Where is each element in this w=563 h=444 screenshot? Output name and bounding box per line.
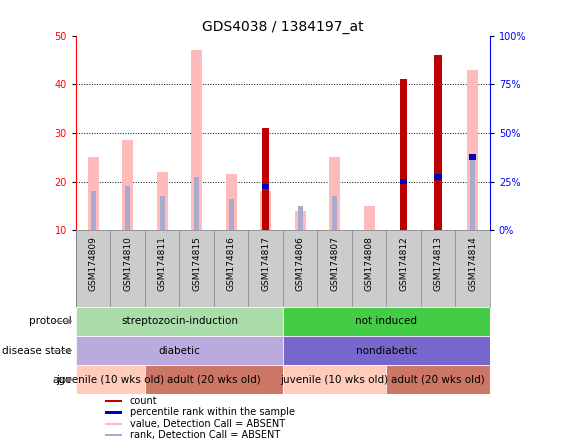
Bar: [160, 196, 164, 230]
Text: GSM174810: GSM174810: [123, 236, 132, 291]
Bar: [364, 206, 374, 230]
Bar: [91, 191, 96, 230]
Bar: [105, 423, 122, 425]
Text: GSM174811: GSM174811: [158, 236, 167, 291]
Bar: [434, 174, 442, 180]
Text: GSM174815: GSM174815: [192, 236, 201, 291]
Bar: [191, 50, 202, 230]
Bar: [105, 434, 122, 436]
Text: percentile rank within the sample: percentile rank within the sample: [130, 408, 295, 417]
Bar: [400, 79, 408, 230]
Bar: [76, 365, 145, 394]
Text: age: age: [52, 375, 72, 385]
Bar: [329, 157, 340, 230]
Bar: [157, 172, 168, 230]
Bar: [76, 336, 283, 365]
Text: juvenile (10 wks old): juvenile (10 wks old): [280, 375, 388, 385]
Title: GDS4038 / 1384197_at: GDS4038 / 1384197_at: [202, 20, 364, 35]
Bar: [469, 155, 476, 160]
Text: streptozocin-induction: streptozocin-induction: [121, 316, 238, 326]
Bar: [122, 140, 133, 230]
Bar: [283, 336, 490, 365]
Text: disease state: disease state: [2, 345, 72, 356]
Bar: [260, 191, 271, 230]
Text: GSM174808: GSM174808: [365, 236, 374, 291]
Bar: [145, 365, 283, 394]
Bar: [76, 307, 283, 336]
Text: adult (20 wks old): adult (20 wks old): [391, 375, 485, 385]
Bar: [88, 157, 99, 230]
Bar: [298, 206, 302, 230]
Text: GSM174806: GSM174806: [296, 236, 305, 291]
Bar: [105, 400, 122, 402]
Text: GSM174807: GSM174807: [330, 236, 339, 291]
Bar: [400, 178, 408, 184]
Text: value, Detection Call = ABSENT: value, Detection Call = ABSENT: [130, 419, 285, 429]
Bar: [294, 211, 306, 230]
Bar: [467, 70, 478, 230]
Text: rank, Detection Call = ABSENT: rank, Detection Call = ABSENT: [130, 430, 280, 440]
Bar: [283, 307, 490, 336]
Text: nondiabetic: nondiabetic: [356, 345, 417, 356]
Bar: [332, 196, 337, 230]
Text: diabetic: diabetic: [159, 345, 200, 356]
Text: GSM174813: GSM174813: [434, 236, 443, 291]
Bar: [283, 365, 386, 394]
Bar: [470, 157, 475, 230]
Bar: [262, 128, 270, 230]
Bar: [194, 177, 199, 230]
Text: GSM174812: GSM174812: [399, 236, 408, 291]
Text: GSM174816: GSM174816: [227, 236, 236, 291]
Bar: [434, 55, 442, 230]
Bar: [386, 365, 490, 394]
Bar: [126, 186, 130, 230]
Text: protocol: protocol: [29, 316, 72, 326]
Text: GSM174814: GSM174814: [468, 236, 477, 291]
Bar: [262, 183, 270, 189]
Text: GSM174817: GSM174817: [261, 236, 270, 291]
Text: not induced: not induced: [355, 316, 417, 326]
Text: GSM174809: GSM174809: [89, 236, 98, 291]
Bar: [229, 198, 234, 230]
Text: count: count: [130, 396, 158, 406]
Bar: [226, 174, 236, 230]
Bar: [105, 411, 122, 413]
Text: adult (20 wks old): adult (20 wks old): [167, 375, 261, 385]
Text: juvenile (10 wks old): juvenile (10 wks old): [56, 375, 164, 385]
